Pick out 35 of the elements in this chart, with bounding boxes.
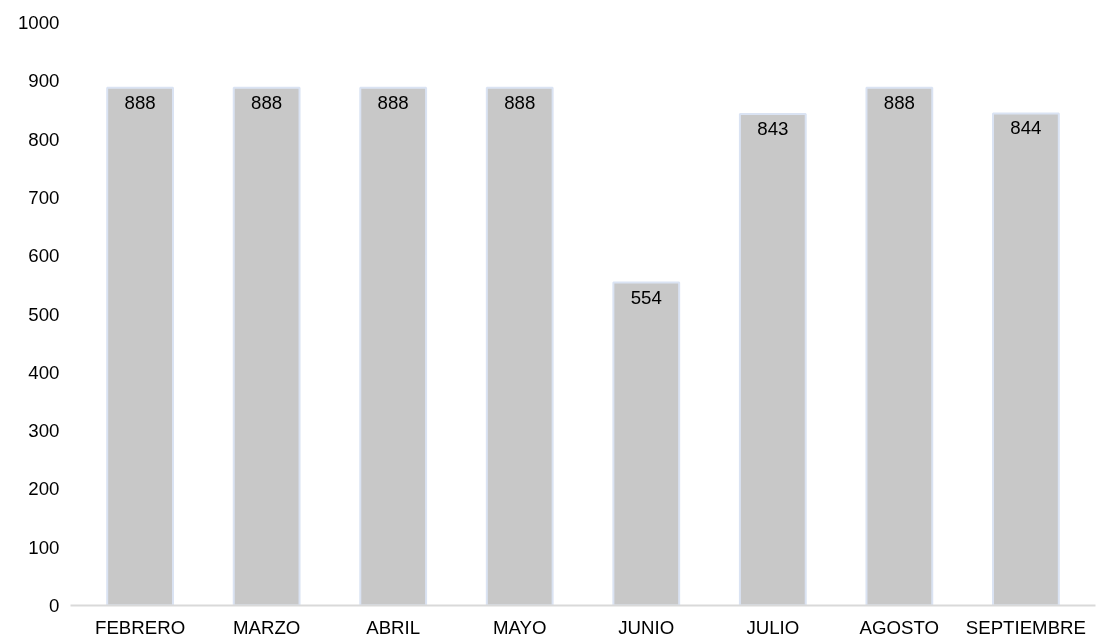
bar — [612, 281, 681, 606]
y-tick-label: 700 — [28, 186, 60, 208]
data-label: 888 — [251, 91, 283, 113]
y-tick-label: 100 — [28, 536, 60, 558]
y-tick-label: 500 — [28, 303, 60, 325]
y-tick-label: 200 — [28, 478, 60, 500]
x-tick-label: ABRIL — [366, 616, 421, 638]
x-tick-label: MAYO — [492, 616, 547, 638]
data-label: 554 — [630, 286, 662, 308]
y-tick-label: 400 — [28, 361, 60, 383]
x-tick-label: FEBRERO — [95, 616, 186, 638]
bar — [865, 86, 934, 606]
y-tick-label: 800 — [28, 128, 60, 150]
y-tick-label: 900 — [28, 70, 60, 92]
data-label: 888 — [124, 91, 156, 113]
y-tick-label: 600 — [28, 245, 60, 267]
data-label: 888 — [377, 91, 409, 113]
x-tick-label: AGOSTO — [859, 616, 940, 638]
bar — [106, 86, 174, 606]
bar — [485, 86, 554, 606]
data-label: 844 — [1010, 117, 1042, 139]
x-tick-label: JUNIO — [618, 616, 675, 638]
data-label: 888 — [883, 91, 915, 113]
x-tick-label: MARZO — [232, 616, 301, 638]
data-label: 843 — [757, 118, 789, 140]
bar — [992, 112, 1060, 606]
bar — [232, 86, 301, 606]
y-tick-label: 0 — [49, 595, 60, 616]
bar — [359, 86, 428, 606]
bar — [738, 113, 807, 606]
y-tick-label: 300 — [28, 420, 60, 442]
x-tick-label: SEPTIEMBRE — [965, 616, 1087, 638]
y-tick-label: 1000 — [18, 12, 60, 33]
x-tick-label: JULIO — [746, 616, 800, 638]
data-label: 888 — [504, 91, 536, 113]
